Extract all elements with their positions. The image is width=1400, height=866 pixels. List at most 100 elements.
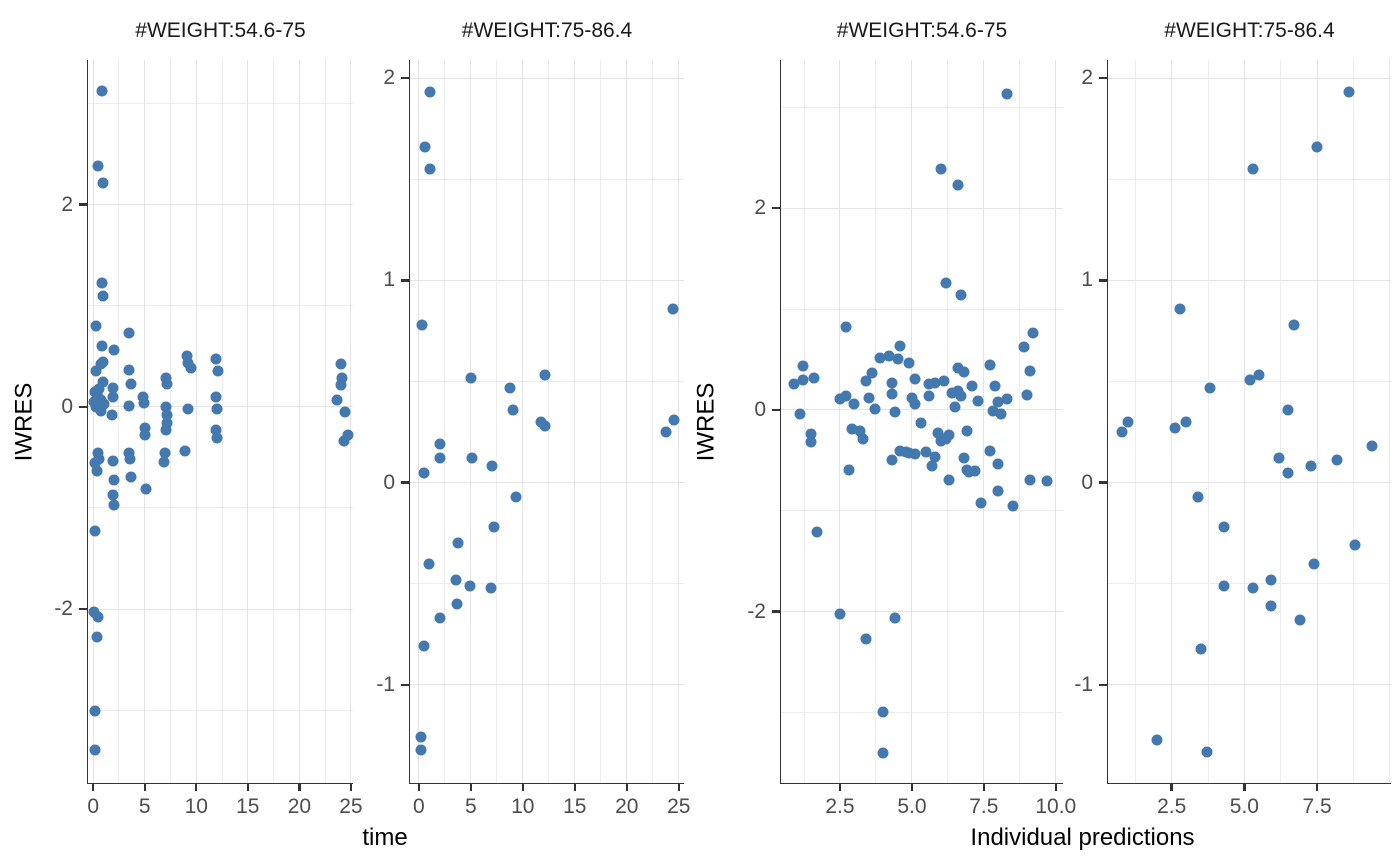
data-point xyxy=(485,582,497,594)
data-point xyxy=(452,537,464,549)
data-point xyxy=(108,474,120,486)
data-point xyxy=(1174,303,1186,315)
gridline-minor-horizontal xyxy=(88,305,353,307)
gridline-minor-vertical xyxy=(1280,60,1282,783)
gridline-minor-vertical xyxy=(1019,60,1021,783)
data-point xyxy=(1247,163,1259,175)
y-axis-tick-label: 1 xyxy=(383,268,395,292)
gridline-major-vertical xyxy=(839,60,841,783)
data-point xyxy=(1294,614,1306,626)
data-point xyxy=(1244,374,1256,386)
data-point xyxy=(883,350,895,362)
data-point xyxy=(808,372,820,384)
data-point xyxy=(961,425,973,437)
data-point xyxy=(123,400,135,412)
data-point xyxy=(1247,582,1259,594)
y-axis-tick-label: 2 xyxy=(61,192,73,216)
y-axis-tick xyxy=(1099,77,1107,80)
gridline-major-vertical xyxy=(1243,60,1245,783)
data-point xyxy=(107,382,119,394)
data-point xyxy=(1331,454,1343,466)
data-point xyxy=(91,631,103,643)
gridline-minor-vertical xyxy=(600,60,602,783)
data-point xyxy=(90,401,102,413)
data-point xyxy=(805,428,817,440)
data-point xyxy=(96,340,108,352)
y-axis-tick xyxy=(1099,279,1107,282)
data-point xyxy=(211,403,223,415)
y-axis-tick-label: 0 xyxy=(61,394,73,418)
gridline-major-vertical xyxy=(574,60,576,783)
gridline-minor-vertical xyxy=(324,60,326,783)
data-point xyxy=(834,393,846,405)
gridline-major-horizontal xyxy=(410,684,684,686)
gridline-major-vertical xyxy=(92,60,94,783)
data-point xyxy=(926,460,938,472)
data-point xyxy=(984,359,996,371)
data-point xyxy=(889,406,901,418)
data-point xyxy=(1180,416,1192,428)
data-point xyxy=(797,360,809,372)
data-point xyxy=(1308,558,1320,570)
x-axis-tick-label: 25 xyxy=(667,795,691,818)
data-point xyxy=(418,640,430,652)
data-point xyxy=(846,423,857,435)
data-point xyxy=(90,320,102,332)
data-point xyxy=(969,465,981,477)
data-point xyxy=(1311,141,1323,153)
data-point xyxy=(185,362,197,374)
y-axis-title-right: IWRES xyxy=(692,382,720,461)
data-point xyxy=(464,580,476,592)
x-axis-tick-label: 5 xyxy=(138,795,151,818)
gridline-major-vertical xyxy=(983,60,985,783)
data-point xyxy=(1201,746,1213,758)
data-point xyxy=(181,350,193,362)
data-point xyxy=(935,435,947,447)
data-point xyxy=(840,321,852,333)
x-axis-tick-label: 5.0 xyxy=(1229,795,1259,818)
data-point xyxy=(992,396,1004,408)
data-point xyxy=(89,744,101,756)
data-point xyxy=(339,406,351,418)
data-point xyxy=(1265,574,1277,586)
x-axis-tick-label: 15 xyxy=(563,795,587,818)
y-axis-tick-label: 0 xyxy=(383,470,395,494)
data-point xyxy=(955,289,967,301)
data-point xyxy=(848,398,860,410)
gridline-minor-vertical xyxy=(1207,60,1209,783)
x-axis-tick xyxy=(1243,783,1246,791)
gridline-minor-vertical xyxy=(273,60,275,783)
gridline-major-vertical xyxy=(298,60,300,783)
data-point xyxy=(96,277,108,289)
data-point xyxy=(342,429,354,441)
x-axis-tick xyxy=(246,783,249,791)
data-point xyxy=(89,457,101,469)
data-point xyxy=(952,179,964,191)
gridline-minor-horizontal xyxy=(781,106,1063,108)
gridline-major-vertical xyxy=(522,60,524,783)
data-point xyxy=(660,426,672,438)
gridline-minor-horizontal xyxy=(410,583,684,585)
x-axis-tick-label: 10 xyxy=(511,795,535,818)
gridline-major-vertical xyxy=(626,60,628,783)
facet-strip-label: #WEIGHT:75-86.4 xyxy=(1164,19,1335,42)
data-point xyxy=(923,390,935,402)
data-point xyxy=(877,706,889,718)
data-point xyxy=(892,353,904,365)
data-point xyxy=(1001,88,1013,100)
data-point xyxy=(1305,460,1317,472)
data-point xyxy=(972,395,984,407)
gridline-minor-horizontal xyxy=(410,178,684,180)
gridline-major-horizontal xyxy=(781,611,1063,613)
data-point xyxy=(869,403,881,415)
data-point xyxy=(336,372,348,383)
gridline-minor-vertical xyxy=(803,60,805,783)
gridline-major-horizontal xyxy=(88,204,353,206)
gridline-major-vertical xyxy=(1171,60,1173,783)
x-axis-tick-label: 10.0 xyxy=(1035,795,1077,818)
data-point xyxy=(906,392,918,404)
gridline-major-vertical xyxy=(1316,60,1318,783)
data-point xyxy=(210,424,222,436)
gridline-major-horizontal xyxy=(781,409,1063,411)
gridline-minor-horizontal xyxy=(88,709,353,711)
